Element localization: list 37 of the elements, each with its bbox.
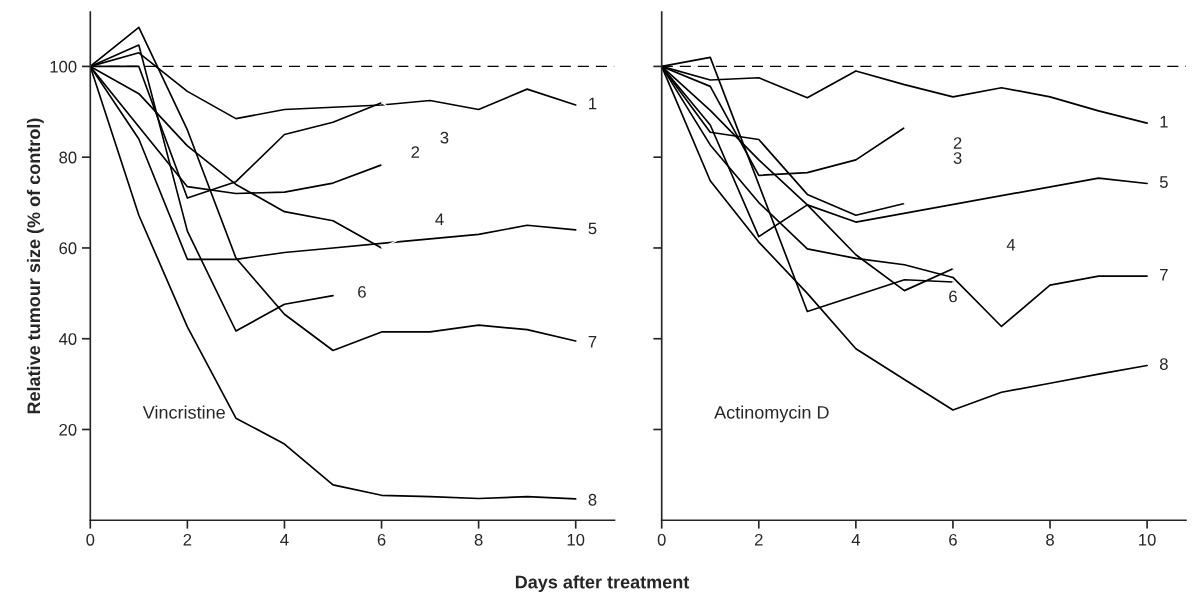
series-label: 6 [358, 286, 366, 298]
text: 4 [435, 213, 444, 226]
y-tick-label: 100 [50, 60, 77, 73]
x-tick-label: 0 [657, 533, 666, 546]
annotation: Actinomycin D [714, 405, 829, 423]
text: 2 [953, 137, 962, 149]
x-tick-label: 8 [474, 533, 483, 546]
text: 3 [440, 131, 449, 144]
x-tick-label: 4 [851, 534, 861, 546]
series-label: 2 [411, 146, 420, 158]
x-tick-label: 0 [86, 533, 95, 546]
series-label: 5 [1159, 176, 1168, 188]
x-tick-label: 4 [280, 534, 289, 546]
x-tick-label: 10 [1139, 533, 1156, 546]
y-tick-label: 80 [59, 151, 77, 164]
y-axis-title: Relative tumour size (% of control) [26, 118, 44, 414]
series-label: 1 [589, 97, 597, 110]
text: 3 [953, 152, 962, 164]
x-tick-label: 6 [377, 533, 386, 546]
x-tick-label: 6 [949, 533, 957, 546]
y-tick-label: 20 [59, 423, 77, 436]
y-tick-label: 60 [59, 242, 77, 255]
series-label: 7 [588, 336, 597, 348]
annotation: Vincristine [142, 405, 225, 419]
x-tick-label: 10 [567, 533, 585, 546]
series-label: 8 [1159, 358, 1168, 370]
y-tick-label: 40 [58, 333, 77, 345]
series-label: 6 [949, 290, 957, 303]
text: 4 [1006, 238, 1016, 251]
series-label: 1 [1160, 115, 1168, 128]
series-label: 8 [588, 493, 597, 506]
x-tick-label: 8 [1046, 533, 1054, 546]
x-tick-label: 2 [754, 533, 763, 546]
x-axis-title: Days after treatment [515, 575, 690, 593]
series-label: 5 [588, 222, 597, 235]
x-tick-label: 2 [183, 533, 192, 546]
series-label: 7 [1160, 268, 1168, 281]
